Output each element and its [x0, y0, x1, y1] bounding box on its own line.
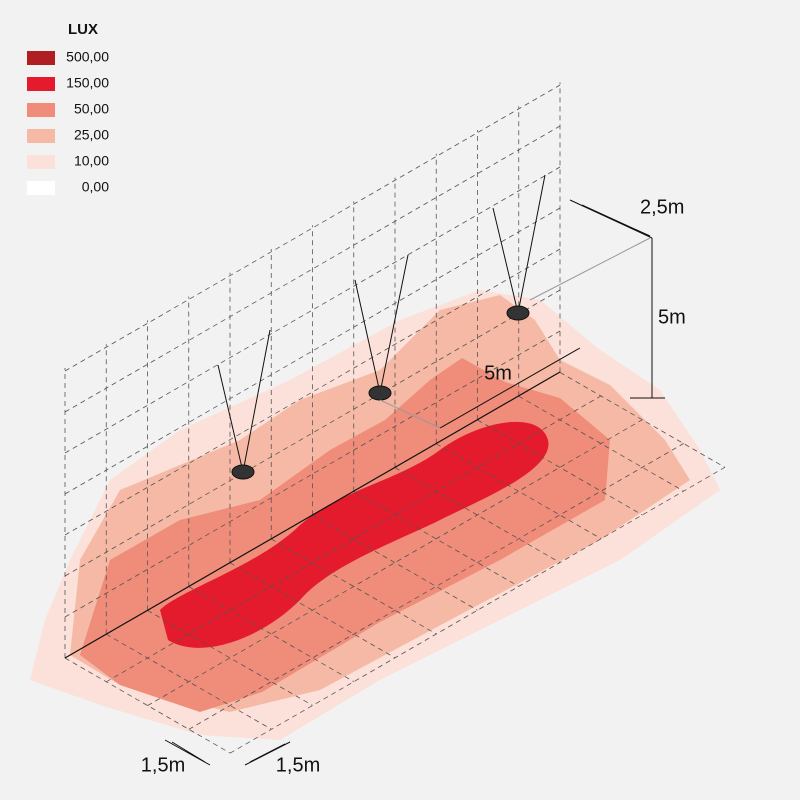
dimension-label: 5m: [484, 362, 512, 384]
legend-label: 10,00: [74, 153, 109, 169]
dimension-label: 2,5m: [640, 196, 684, 218]
floor-grid: [271, 538, 437, 635]
legend-label: 500,00: [66, 49, 109, 65]
floor-grid: [106, 633, 272, 730]
dimension-label: 1,5m: [276, 754, 320, 776]
legend-label: 0,00: [82, 179, 109, 195]
legend-title: LUX: [68, 21, 98, 38]
dimension-label: 5m: [658, 306, 686, 328]
floor-grid: [312, 514, 478, 611]
floor-grid: [353, 491, 519, 587]
legend-label: 50,00: [74, 101, 109, 117]
legend-swatch: [27, 181, 55, 195]
legend-swatch: [27, 155, 55, 169]
floor-grid: [229, 562, 396, 659]
floor-grid: [64, 657, 231, 754]
dimension-label: 1,5m: [141, 754, 185, 776]
legend-swatch: [27, 77, 55, 91]
floor-grid: [477, 419, 643, 516]
lamps: [217, 174, 651, 480]
legend-label: 25,00: [74, 127, 109, 143]
illuminance-contours: [30, 290, 720, 740]
floor-grid: [394, 467, 561, 563]
wall-base: [64, 371, 561, 659]
floor-grid: [518, 395, 684, 492]
floor-grid: [188, 586, 354, 682]
legend-swatch: [27, 103, 55, 117]
legend: 500,00 150,00 50,00 25,00 10,00 0,00: [27, 49, 109, 195]
contour: [160, 421, 549, 648]
floor-grid: [559, 372, 726, 468]
floor-grid: [436, 443, 602, 540]
dimension-lines: [164, 199, 665, 766]
legend-swatch: [27, 129, 55, 143]
floor-grid: [147, 610, 313, 706]
legend-swatch: [27, 51, 55, 65]
grid: [64, 82, 726, 754]
legend-label: 150,00: [66, 75, 109, 91]
